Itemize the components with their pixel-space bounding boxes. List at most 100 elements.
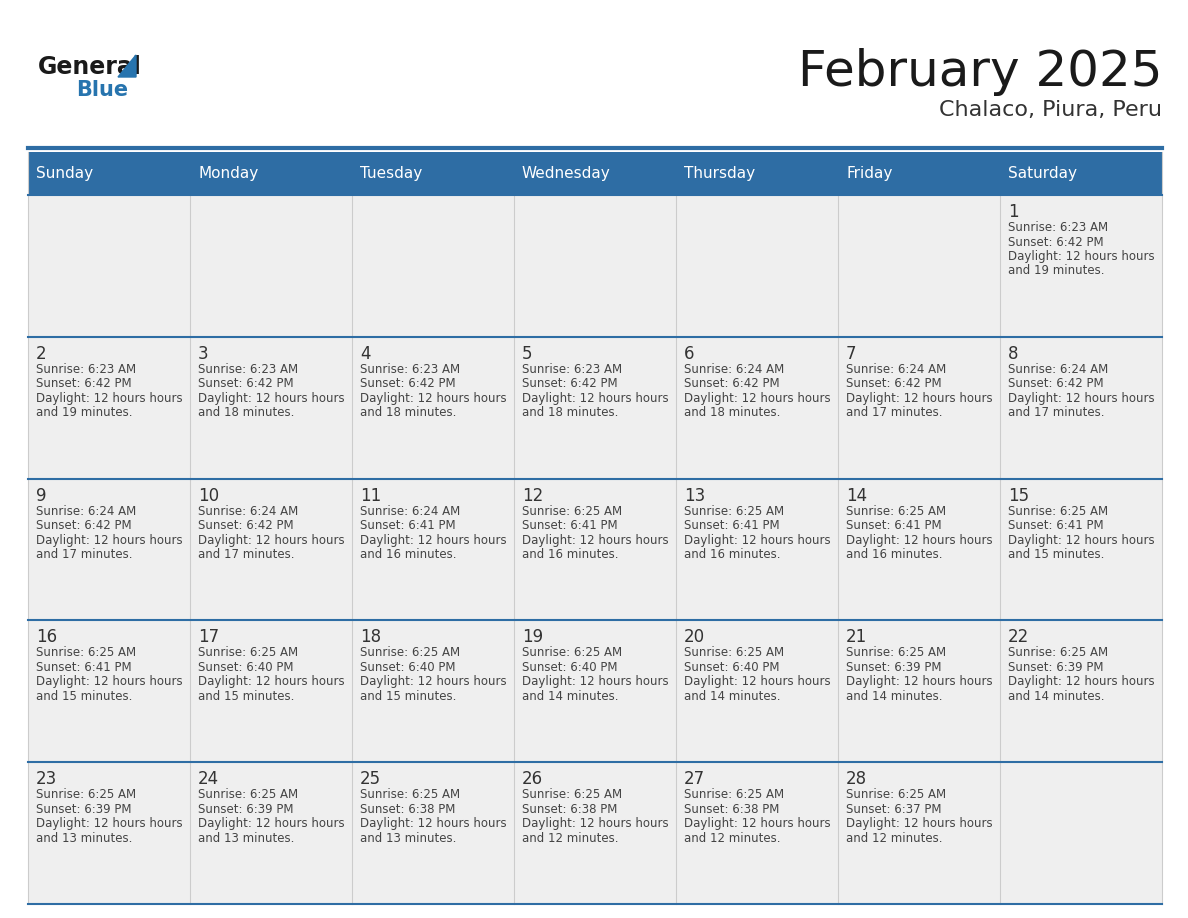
Polygon shape: [118, 55, 135, 77]
Text: Daylight: 12 hours hours: Daylight: 12 hours hours: [1007, 392, 1155, 405]
Text: 25: 25: [360, 770, 381, 789]
Text: Sunrise: 6:25 AM: Sunrise: 6:25 AM: [1007, 505, 1108, 518]
Text: 3: 3: [198, 345, 209, 363]
Text: Sunset: 6:40 PM: Sunset: 6:40 PM: [198, 661, 293, 674]
Text: and 13 minutes.: and 13 minutes.: [198, 832, 295, 845]
Text: Friday: Friday: [846, 166, 892, 181]
Text: Daylight: 12 hours hours: Daylight: 12 hours hours: [684, 817, 830, 830]
Text: Sunset: 6:42 PM: Sunset: 6:42 PM: [522, 377, 618, 390]
Text: Sunrise: 6:25 AM: Sunrise: 6:25 AM: [522, 789, 623, 801]
Text: Daylight: 12 hours hours: Daylight: 12 hours hours: [360, 392, 506, 405]
Text: 23: 23: [36, 770, 57, 789]
Text: Sunset: 6:40 PM: Sunset: 6:40 PM: [684, 661, 779, 674]
Text: Sunrise: 6:24 AM: Sunrise: 6:24 AM: [360, 505, 460, 518]
Text: Sunrise: 6:23 AM: Sunrise: 6:23 AM: [198, 363, 298, 375]
Bar: [29, 195, 1162, 337]
Text: Sunset: 6:42 PM: Sunset: 6:42 PM: [198, 519, 293, 532]
Text: and 17 minutes.: and 17 minutes.: [846, 407, 942, 420]
Text: and 13 minutes.: and 13 minutes.: [36, 832, 132, 845]
Text: Sunrise: 6:24 AM: Sunrise: 6:24 AM: [846, 363, 947, 375]
Text: 17: 17: [198, 629, 219, 646]
Text: Chalaco, Piura, Peru: Chalaco, Piura, Peru: [939, 100, 1162, 120]
Text: and 19 minutes.: and 19 minutes.: [1007, 264, 1105, 277]
Text: 12: 12: [522, 487, 543, 505]
Text: 24: 24: [198, 770, 219, 789]
Text: and 15 minutes.: and 15 minutes.: [360, 690, 456, 703]
Text: and 16 minutes.: and 16 minutes.: [684, 548, 781, 561]
Text: 10: 10: [198, 487, 219, 505]
Text: Sunset: 6:40 PM: Sunset: 6:40 PM: [360, 661, 455, 674]
Text: Daylight: 12 hours hours: Daylight: 12 hours hours: [684, 676, 830, 688]
Text: Sunset: 6:41 PM: Sunset: 6:41 PM: [36, 661, 132, 674]
Text: Sunset: 6:39 PM: Sunset: 6:39 PM: [36, 802, 132, 816]
Text: Daylight: 12 hours hours: Daylight: 12 hours hours: [360, 533, 506, 546]
Text: Sunset: 6:41 PM: Sunset: 6:41 PM: [360, 519, 456, 532]
Text: Sunset: 6:42 PM: Sunset: 6:42 PM: [36, 377, 132, 390]
Text: Sunrise: 6:25 AM: Sunrise: 6:25 AM: [684, 789, 784, 801]
Text: 8: 8: [1007, 345, 1018, 363]
Text: Sunset: 6:39 PM: Sunset: 6:39 PM: [1007, 661, 1104, 674]
Text: and 16 minutes.: and 16 minutes.: [360, 548, 456, 561]
Text: Sunset: 6:40 PM: Sunset: 6:40 PM: [522, 661, 618, 674]
Text: Sunset: 6:42 PM: Sunset: 6:42 PM: [684, 377, 779, 390]
Text: and 15 minutes.: and 15 minutes.: [1007, 548, 1105, 561]
Text: Daylight: 12 hours hours: Daylight: 12 hours hours: [1007, 533, 1155, 546]
Text: Sunrise: 6:23 AM: Sunrise: 6:23 AM: [1007, 221, 1108, 234]
Text: and 14 minutes.: and 14 minutes.: [522, 690, 619, 703]
Text: and 18 minutes.: and 18 minutes.: [360, 407, 456, 420]
Text: Daylight: 12 hours hours: Daylight: 12 hours hours: [522, 392, 669, 405]
Text: and 17 minutes.: and 17 minutes.: [198, 548, 295, 561]
Text: Daylight: 12 hours hours: Daylight: 12 hours hours: [1007, 250, 1155, 263]
Text: 18: 18: [360, 629, 381, 646]
Text: Sunrise: 6:25 AM: Sunrise: 6:25 AM: [360, 646, 460, 659]
Text: and 18 minutes.: and 18 minutes.: [522, 407, 619, 420]
Text: Sunset: 6:39 PM: Sunset: 6:39 PM: [846, 661, 942, 674]
Bar: [29, 152, 1162, 195]
Text: and 17 minutes.: and 17 minutes.: [36, 548, 133, 561]
Bar: [29, 621, 1162, 762]
Bar: [29, 337, 1162, 478]
Text: Sunset: 6:42 PM: Sunset: 6:42 PM: [1007, 377, 1104, 390]
Text: and 19 minutes.: and 19 minutes.: [36, 407, 133, 420]
Text: 27: 27: [684, 770, 706, 789]
Text: Sunset: 6:41 PM: Sunset: 6:41 PM: [684, 519, 779, 532]
Text: Saturday: Saturday: [1007, 166, 1078, 181]
Text: February 2025: February 2025: [797, 48, 1162, 96]
Text: Daylight: 12 hours hours: Daylight: 12 hours hours: [198, 533, 345, 546]
Text: Sunrise: 6:25 AM: Sunrise: 6:25 AM: [198, 789, 298, 801]
Text: Daylight: 12 hours hours: Daylight: 12 hours hours: [522, 817, 669, 830]
Text: and 15 minutes.: and 15 minutes.: [198, 690, 295, 703]
Text: Daylight: 12 hours hours: Daylight: 12 hours hours: [36, 817, 183, 830]
Text: General: General: [38, 55, 141, 79]
Text: 2: 2: [36, 345, 46, 363]
Text: Sunrise: 6:25 AM: Sunrise: 6:25 AM: [1007, 646, 1108, 659]
Text: Daylight: 12 hours hours: Daylight: 12 hours hours: [198, 676, 345, 688]
Text: Daylight: 12 hours hours: Daylight: 12 hours hours: [36, 533, 183, 546]
Text: 20: 20: [684, 629, 706, 646]
Text: and 14 minutes.: and 14 minutes.: [846, 690, 942, 703]
Text: Daylight: 12 hours hours: Daylight: 12 hours hours: [198, 817, 345, 830]
Text: and 12 minutes.: and 12 minutes.: [846, 832, 942, 845]
Text: 11: 11: [360, 487, 381, 505]
Text: Sunrise: 6:25 AM: Sunrise: 6:25 AM: [684, 646, 784, 659]
Text: Sunrise: 6:25 AM: Sunrise: 6:25 AM: [684, 505, 784, 518]
Text: 15: 15: [1007, 487, 1029, 505]
Bar: [29, 762, 1162, 904]
Text: Sunrise: 6:25 AM: Sunrise: 6:25 AM: [522, 646, 623, 659]
Text: and 12 minutes.: and 12 minutes.: [684, 832, 781, 845]
Text: and 16 minutes.: and 16 minutes.: [846, 548, 942, 561]
Text: Monday: Monday: [198, 166, 258, 181]
Bar: [29, 478, 1162, 621]
Text: and 18 minutes.: and 18 minutes.: [684, 407, 781, 420]
Text: Daylight: 12 hours hours: Daylight: 12 hours hours: [1007, 676, 1155, 688]
Text: Sunrise: 6:25 AM: Sunrise: 6:25 AM: [522, 505, 623, 518]
Text: Daylight: 12 hours hours: Daylight: 12 hours hours: [846, 676, 993, 688]
Text: Sunset: 6:38 PM: Sunset: 6:38 PM: [684, 802, 779, 816]
Text: Sunset: 6:37 PM: Sunset: 6:37 PM: [846, 802, 942, 816]
Text: Sunrise: 6:25 AM: Sunrise: 6:25 AM: [846, 646, 946, 659]
Text: and 12 minutes.: and 12 minutes.: [522, 832, 619, 845]
Text: and 18 minutes.: and 18 minutes.: [198, 407, 295, 420]
Text: Sunrise: 6:24 AM: Sunrise: 6:24 AM: [684, 363, 784, 375]
Text: 4: 4: [360, 345, 371, 363]
Text: Sunrise: 6:24 AM: Sunrise: 6:24 AM: [198, 505, 298, 518]
